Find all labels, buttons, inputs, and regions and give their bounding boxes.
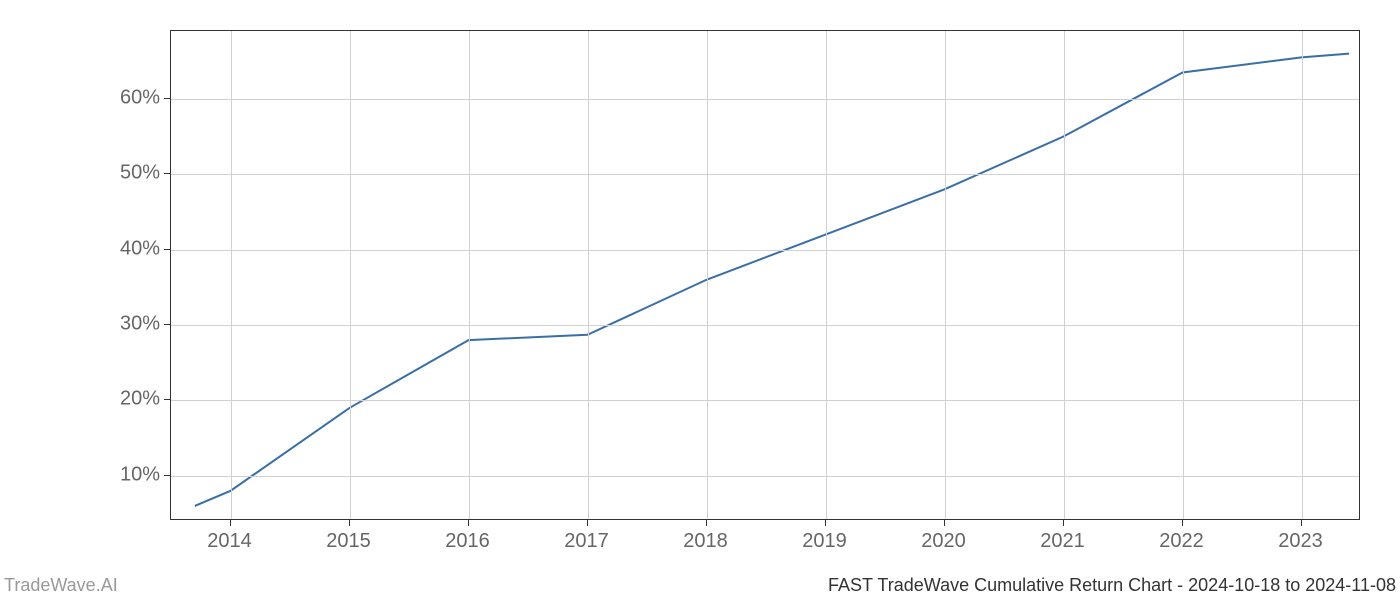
y-tick-mark [164,399,170,400]
grid-line-horizontal [171,400,1359,401]
x-tick-mark [230,520,231,526]
x-tick-label: 2020 [921,530,966,553]
x-tick-mark [1063,520,1064,526]
grid-line-vertical [231,31,232,519]
footer-brand: TradeWave.AI [4,575,118,596]
x-tick-label: 2016 [445,530,490,553]
grid-line-horizontal [171,174,1359,175]
grid-line-vertical [707,31,708,519]
x-tick-label: 2014 [207,530,252,553]
y-tick-label: 60% [110,86,160,109]
x-tick-mark [706,520,707,526]
x-tick-mark [825,520,826,526]
cumulative-return-line [195,54,1349,506]
grid-line-vertical [826,31,827,519]
grid-line-horizontal [171,99,1359,100]
x-tick-label: 2023 [1278,530,1323,553]
x-tick-mark [349,520,350,526]
grid-line-vertical [1302,31,1303,519]
y-tick-label: 40% [110,237,160,260]
y-tick-label: 50% [110,162,160,185]
y-tick-label: 10% [110,463,160,486]
footer-title: FAST TradeWave Cumulative Return Chart -… [828,575,1396,596]
y-tick-label: 30% [110,313,160,336]
grid-line-horizontal [171,250,1359,251]
x-tick-label: 2021 [1040,530,1085,553]
y-tick-mark [164,324,170,325]
x-tick-mark [468,520,469,526]
grid-line-vertical [588,31,589,519]
y-tick-mark [164,98,170,99]
grid-line-horizontal [171,476,1359,477]
grid-line-vertical [945,31,946,519]
plot-area [170,30,1360,520]
y-tick-label: 20% [110,388,160,411]
x-tick-label: 2018 [683,530,728,553]
x-tick-label: 2017 [564,530,609,553]
x-tick-label: 2019 [802,530,847,553]
y-tick-mark [164,475,170,476]
x-tick-label: 2022 [1159,530,1204,553]
grid-line-horizontal [171,325,1359,326]
grid-line-vertical [1183,31,1184,519]
chart-container: TradeWave.AI FAST TradeWave Cumulative R… [0,0,1400,600]
grid-line-vertical [350,31,351,519]
grid-line-vertical [469,31,470,519]
x-tick-mark [944,520,945,526]
x-tick-mark [1182,520,1183,526]
y-tick-mark [164,249,170,250]
grid-line-vertical [1064,31,1065,519]
x-tick-label: 2015 [326,530,371,553]
y-tick-mark [164,173,170,174]
x-tick-mark [587,520,588,526]
x-tick-mark [1301,520,1302,526]
